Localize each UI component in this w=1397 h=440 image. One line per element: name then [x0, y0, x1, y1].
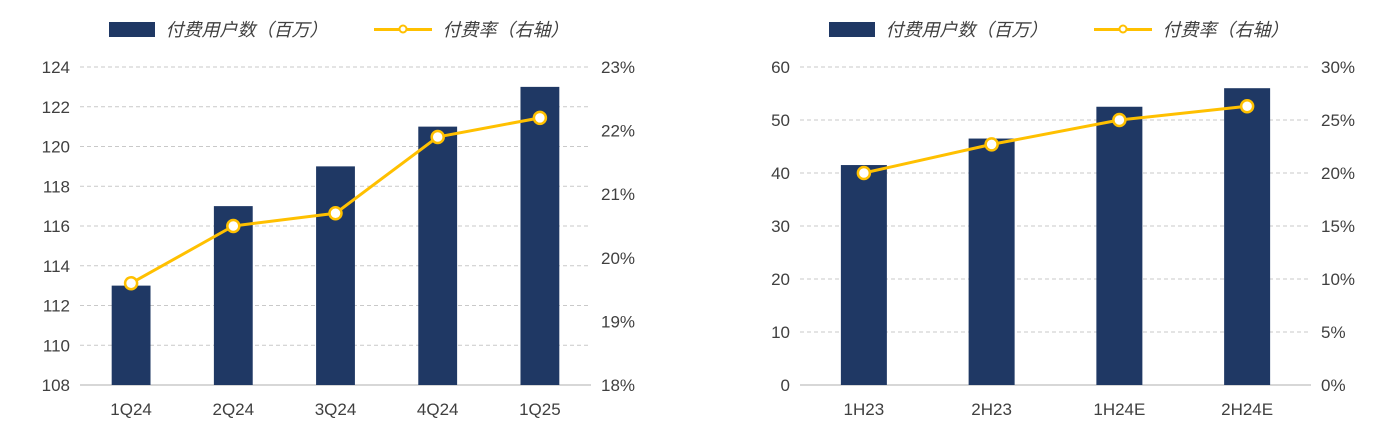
legend-label-line-series: 付费率（右轴）: [442, 20, 569, 40]
right-axis-tick-label: 0%: [1321, 376, 1346, 395]
right-axis-tick-label: 5%: [1321, 323, 1346, 342]
x-axis-category-label: 1H24E: [1093, 400, 1145, 419]
line-marker: [1112, 112, 1127, 128]
chart-panel-left: 付费用户数（百万） 付费率（右轴） 108 110 112 114 116 118 120 1…: [16, 6, 661, 432]
legend: 付费用户数（百万） 付费率（右轴）: [736, 6, 1381, 52]
legend-item-line-series: 付费率（右轴）: [373, 16, 569, 42]
left-axis-tick-label: 30: [771, 217, 790, 236]
line-marker: [1239, 98, 1255, 114]
combo-chart-right: 0 10 20 30 40 50 60 0% 5% 10% 15% 20% 25% 30% 1H23 2H23…: [771, 58, 1355, 419]
left-axis-tick-label: 40: [771, 164, 790, 183]
bar: [213, 206, 253, 385]
left-axis-tick-label: 118: [43, 177, 70, 196]
left-axis-tick-label: 114: [43, 257, 70, 276]
bar: [968, 138, 1015, 385]
x-axis-category-label: 1H23: [844, 400, 885, 419]
line-series-swatch-icon: [373, 24, 432, 34]
line-series: [863, 104, 1248, 175]
legend-label-line-series: 付费率（右轴）: [1162, 20, 1289, 40]
line-marker: [532, 110, 548, 126]
legend-item-bar-series: 付费用户数（百万）: [828, 16, 1048, 42]
combo-chart-left: 108 110 112 114 116 118 120 122 124 18% 19% 20% 21% 2…: [42, 58, 635, 419]
right-axis-tick-label: 15%: [1321, 217, 1355, 236]
line-marker-icon: [398, 24, 407, 34]
chart-panel-right: 付费用户数（百万） 付费率（右轴） 0 10 20 30 40 50 60 0% 5% 10% 15…: [736, 6, 1381, 432]
bar-series-swatch-icon: [108, 21, 155, 37]
line-series-swatch-icon: [1093, 24, 1152, 34]
bar: [1096, 106, 1143, 385]
legend-label-bar-series: 付费用户数（百万）: [165, 20, 328, 40]
left-axis-tick-label: 0: [781, 376, 790, 395]
left-axis-tick-label: 112: [43, 297, 70, 316]
left-axis-tick-label: 60: [771, 58, 790, 77]
left-axis-tick-label: 10: [771, 323, 790, 342]
right-axis-tick-label: 20%: [601, 249, 635, 268]
bar: [316, 166, 355, 385]
left-axis-tick-label: 108: [42, 376, 70, 395]
left-axis-tick-label: 122: [42, 98, 70, 117]
bar-series-swatch-icon: [828, 21, 875, 37]
line-marker: [984, 137, 999, 152]
right-axis-tick-label: 22%: [601, 122, 635, 141]
x-axis-category-label: 1Q24: [110, 400, 152, 419]
right-axis-tick-label: 10%: [1321, 270, 1355, 289]
right-axis-tick-label: 23%: [601, 58, 635, 77]
bar: [111, 285, 151, 385]
bar: [840, 165, 887, 385]
line-marker: [226, 218, 241, 234]
left-axis-tick-label: 50: [771, 111, 790, 130]
right-axis-tick-label: 21%: [601, 185, 635, 204]
x-axis-category-label: 3Q24: [315, 400, 357, 419]
x-axis-category-label: 2H24E: [1221, 400, 1273, 419]
line-marker: [328, 206, 343, 221]
legend: 付费用户数（百万） 付费率（右轴）: [16, 6, 661, 52]
right-axis-tick-label: 18%: [601, 376, 635, 395]
left-axis-tick-label: 124: [42, 58, 70, 77]
line-marker: [123, 275, 139, 291]
bar: [520, 86, 560, 385]
line-marker: [856, 165, 872, 181]
x-axis-category-label: 2H23: [971, 400, 1012, 419]
right-axis-tick-label: 20%: [1321, 164, 1355, 183]
left-axis-tick-label: 116: [43, 217, 70, 236]
left-axis-tick-label: 110: [43, 336, 70, 355]
right-axis-tick-label: 25%: [1321, 111, 1355, 130]
line-marker-icon: [1118, 24, 1127, 34]
x-axis-category-label: 4Q24: [417, 400, 459, 419]
bar: [418, 126, 458, 385]
line-marker: [430, 129, 445, 145]
right-axis-tick-label: 19%: [601, 312, 635, 331]
legend-item-bar-series: 付费用户数（百万）: [108, 16, 328, 42]
x-axis-category-label: 2Q24: [213, 400, 255, 419]
legend-item-line-series: 付费率（右轴）: [1093, 16, 1289, 42]
legend-label-bar-series: 付费用户数（百万）: [885, 20, 1048, 40]
left-axis-tick-label: 20: [771, 270, 790, 289]
left-axis-tick-label: 120: [42, 138, 70, 157]
right-axis-tick-label: 30%: [1321, 58, 1355, 77]
x-axis-category-label: 1Q25: [519, 400, 561, 419]
bar: [1224, 88, 1271, 385]
